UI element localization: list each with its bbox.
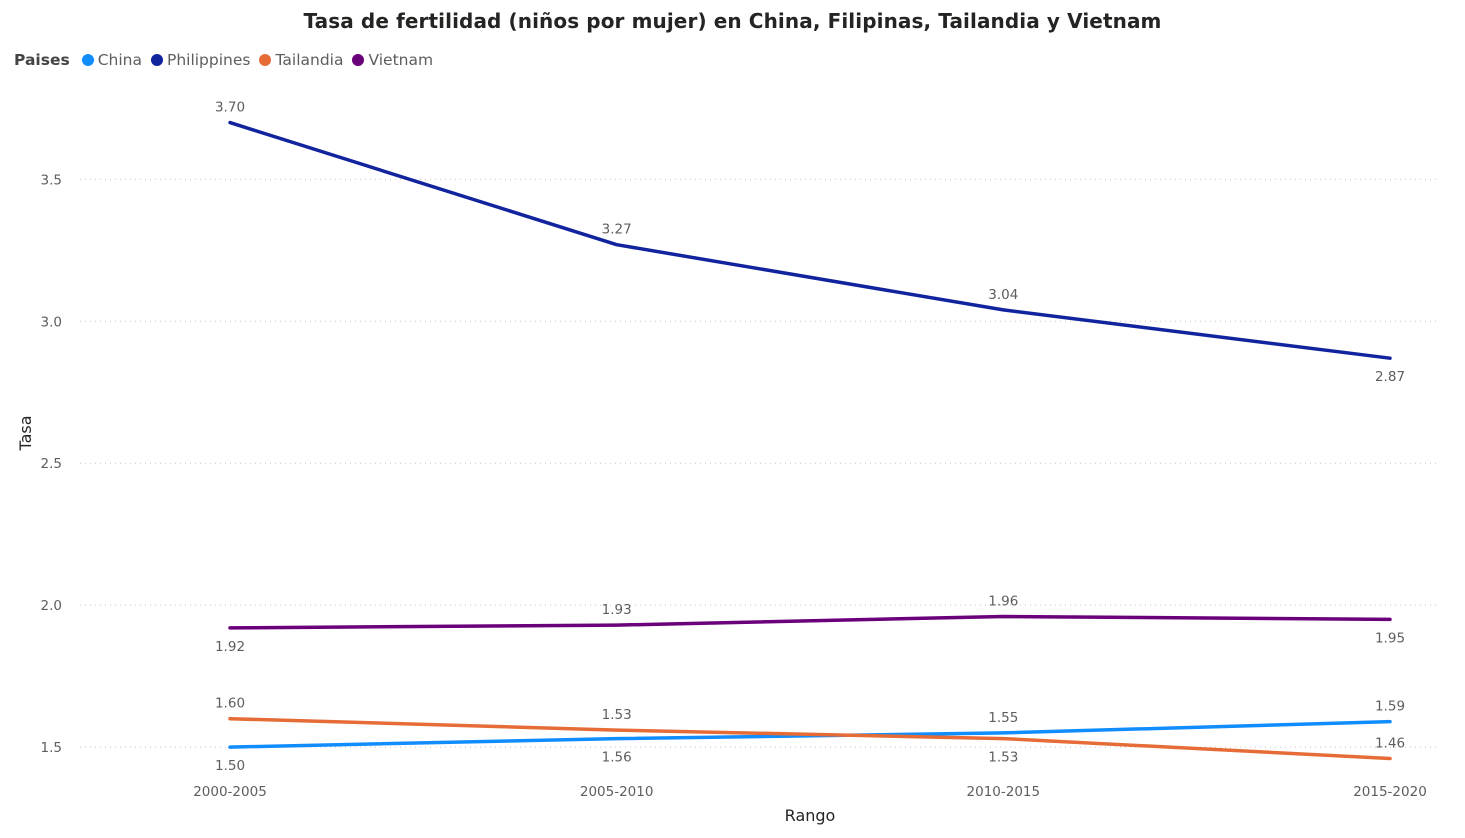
data-label-vietnam: 1.93 — [602, 602, 632, 618]
x-tick-label: 2005-2010 — [580, 784, 654, 800]
legend-dot-philippines-icon — [150, 54, 163, 66]
x-axis-title: Rango — [785, 806, 836, 825]
data-label-china: 1.50 — [215, 758, 245, 774]
y-tick-label: 3.5 — [41, 172, 62, 188]
data-labels: 1.50 1.56 1.55 1.59 3.70 3.27 3.04 2.87 1.60 1.53… — [215, 100, 1405, 775]
legend-dot-china-icon — [81, 54, 94, 66]
x-tick-label: 2000-2005 — [193, 784, 267, 800]
data-label-tailandia: 1.53 — [602, 707, 632, 723]
legend-item-china[interactable]: China — [81, 51, 142, 69]
legend-item-tailandia[interactable]: Tailandia — [259, 51, 343, 69]
legend-label-philippines: Philippines — [166, 51, 251, 69]
series-line-philippines[interactable] — [228, 120, 1392, 360]
y-tick-label: 2.0 — [41, 598, 62, 614]
legend-item-philippines[interactable]: Philippines — [150, 51, 251, 69]
y-tick-label: 1.5 — [41, 740, 62, 756]
chart-title: Tasa de fertilidad (niños por mujer) en … — [303, 9, 1162, 33]
legend-label-vietnam: Vietnam — [368, 51, 434, 69]
data-label-philippines: 3.70 — [215, 100, 245, 116]
legend-label-tailandia: Tailandia — [275, 51, 344, 69]
y-tick-label: 3.0 — [41, 314, 62, 330]
data-label-china: 1.59 — [1375, 699, 1405, 715]
data-label-tailandia: 1.53 — [988, 750, 1018, 766]
y-tick-label: 2.5 — [41, 456, 62, 472]
data-label-philippines: 3.04 — [988, 287, 1018, 303]
data-label-philippines: 2.87 — [1375, 369, 1405, 385]
data-label-vietnam: 1.96 — [988, 594, 1018, 610]
legend-item-vietnam[interactable]: Vietnam — [352, 51, 433, 69]
data-label-china: 1.56 — [602, 750, 632, 766]
gridlines — [80, 178, 1440, 748]
data-label-vietnam: 1.95 — [1375, 630, 1405, 646]
data-label-vietnam: 1.92 — [215, 639, 245, 655]
x-tick-label: 2015-2020 — [1353, 784, 1427, 800]
legend-dot-tailandia-icon — [259, 54, 272, 66]
series-line-vietnam[interactable] — [228, 614, 1392, 630]
series-line-tailandia[interactable] — [228, 716, 1392, 761]
data-label-china: 1.55 — [988, 710, 1018, 726]
legend-dot-vietnam-icon — [352, 54, 365, 66]
legend-title: Paises — [14, 51, 70, 69]
legend: Paises China Philippines Tailandia Vietn… — [14, 51, 442, 69]
data-label-tailandia: 1.60 — [215, 696, 245, 712]
data-label-philippines: 3.27 — [602, 222, 632, 238]
x-tick-label: 2010-2015 — [967, 784, 1041, 800]
x-axis-ticks: 2000-2005 2005-2010 2010-2015 2015-2020 — [193, 784, 1427, 800]
y-axis-title: Tasa — [16, 415, 35, 451]
legend-label-china: China — [97, 51, 142, 69]
y-axis-ticks: 1.5 2.0 2.5 3.0 3.5 — [41, 172, 62, 756]
data-label-tailandia: 1.46 — [1375, 735, 1405, 751]
series-lines — [228, 120, 1392, 761]
